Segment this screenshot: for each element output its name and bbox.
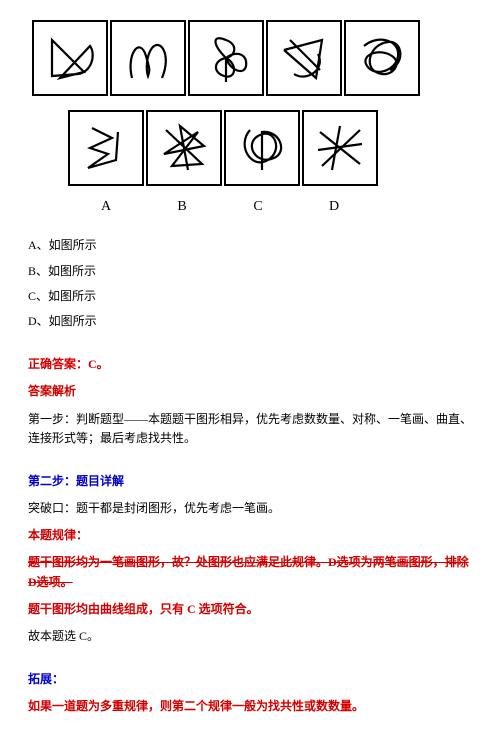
options-list: A、如图所示 B、如图所示 C、如图所示 D、如图所示 bbox=[28, 236, 472, 331]
question-fig-4 bbox=[266, 20, 342, 96]
option-a: A、如图所示 bbox=[28, 236, 472, 255]
option-b: B、如图所示 bbox=[28, 262, 472, 281]
option-c: C、如图所示 bbox=[28, 287, 472, 306]
step2-heading: 第二步：题目详解 bbox=[28, 472, 472, 491]
question-fig-5 bbox=[344, 20, 420, 96]
step1-text: 第一步：判断题型——本题题干图形相异，优先考虑数数量、对称、一笔画、曲直、连接形… bbox=[28, 410, 472, 448]
breakthrough-text: 突破口：题干都是封闭图形，优先考虑一笔画。 bbox=[28, 499, 472, 518]
answer-labels-row: A B C D bbox=[68, 196, 472, 218]
rule-text2: 题干图形均由曲线组成，只有 C 选项符合。 bbox=[28, 600, 472, 619]
label-a: A bbox=[68, 196, 144, 218]
question-fig-3 bbox=[188, 20, 264, 96]
extension-heading: 拓展： bbox=[28, 670, 472, 689]
question-fig-2 bbox=[110, 20, 186, 96]
answer-figures-row bbox=[68, 110, 472, 186]
question-fig-1 bbox=[32, 20, 108, 96]
rule-strike-text: 题干图形均为一笔画图形，故？处图形也应满足此规律。D选项为两笔画图形，排除D选项… bbox=[28, 553, 472, 591]
label-c: C bbox=[220, 196, 296, 218]
answer-fig-a bbox=[68, 110, 144, 186]
option-d: D、如图所示 bbox=[28, 312, 472, 331]
answer-fig-b bbox=[146, 110, 222, 186]
question-figures-row bbox=[32, 20, 472, 96]
answer-fig-c bbox=[224, 110, 300, 186]
label-b: B bbox=[144, 196, 220, 218]
extension-text: 如果一道题为多重规律，则第二个规律一般为找共性或数数量。 bbox=[28, 697, 472, 716]
analysis-heading: 答案解析 bbox=[28, 382, 472, 401]
correct-answer: 正确答案：C。 bbox=[28, 355, 472, 374]
answer-fig-d bbox=[302, 110, 378, 186]
label-d: D bbox=[296, 196, 372, 218]
therefore-text: 故本题选 C。 bbox=[28, 627, 472, 646]
rule-heading: 本题规律： bbox=[28, 526, 472, 545]
